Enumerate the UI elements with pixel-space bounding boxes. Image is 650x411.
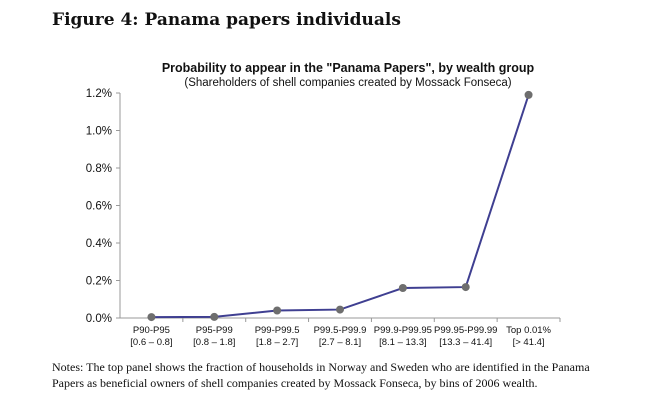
x-tick-label: P90-P95 (133, 325, 170, 336)
y-tick-label: 0.0% (86, 313, 112, 325)
x-tick-label: P99.95-P99.99 (434, 325, 497, 336)
data-point (147, 313, 156, 322)
y-axis-ticks: 0.0% 0.2% 0.4% 0.6% 0.8% 1.0% 1.2% (86, 88, 120, 325)
x-tick-sublabel: [2.7 – 8.1] (319, 337, 361, 348)
x-tick-sublabel: [1.8 – 2.7] (256, 337, 298, 348)
x-tick-sublabel: [0.6 – 0.8] (130, 337, 172, 348)
data-point (461, 283, 470, 292)
y-tick-label: 1.2% (86, 88, 112, 100)
y-tick-label: 0.2% (86, 276, 112, 288)
x-tick-label: P99.9-P99.95 (374, 325, 432, 336)
x-tick-label: P99.5-P99.9 (314, 325, 367, 336)
data-series (147, 90, 533, 322)
chart-subtitle: (Shareholders of shell companies created… (184, 77, 511, 89)
notes-text: Notes: The top panel shows the fraction … (52, 360, 590, 390)
data-point (524, 90, 533, 99)
x-tick-sublabel: [8.1 – 13.3] (379, 337, 427, 348)
x-axis-ticks: P90-P95[0.6 – 0.8] P95-P99[0.8 – 1.8] P99-… (130, 318, 561, 348)
figure-heading: Figure 4: Panama papers individuals (52, 10, 401, 30)
data-point (398, 284, 407, 292)
series-line (151, 94, 530, 319)
y-tick-label: 1.0% (86, 126, 112, 138)
y-tick-label: 0.6% (86, 201, 112, 213)
figure-notes: Notes: The top panel shows the fraction … (52, 359, 612, 391)
x-tick-sublabel: [0.8 – 1.8] (193, 337, 235, 348)
x-tick-sublabel: [> 41.4] (513, 337, 545, 348)
x-tick-sublabel: [13.3 – 41.4] (439, 337, 492, 348)
data-point (336, 305, 344, 314)
chart-title: Probability to appear in the "Panama Pap… (162, 61, 535, 75)
y-tick-label: 0.4% (86, 238, 112, 250)
y-tick-label: 0.8% (86, 163, 112, 175)
data-point (210, 312, 219, 321)
x-tick-label: P99-P99.5 (255, 325, 300, 336)
x-tick-label: P95-P99 (196, 325, 233, 336)
data-point (273, 306, 282, 315)
chart-axes (119, 93, 560, 319)
x-tick-label: Top 0.01% (506, 325, 551, 336)
line-chart: Probability to appear in the "Panama Pap… (86, 61, 561, 348)
